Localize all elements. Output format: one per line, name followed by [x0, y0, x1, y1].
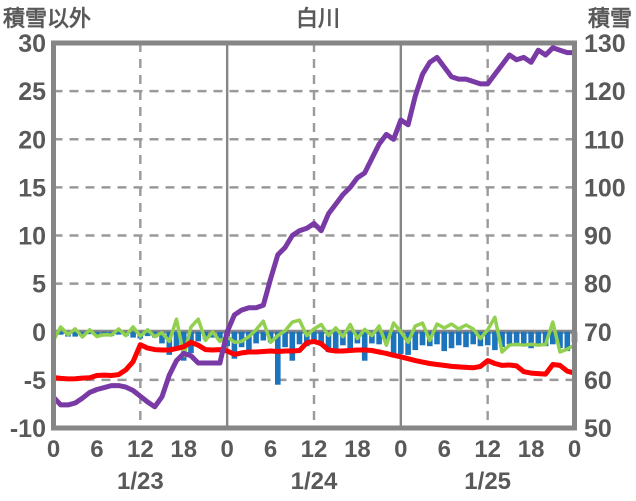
hour-tick-label: 18: [344, 436, 371, 463]
right-axis-tick-label: 70: [584, 319, 612, 347]
blue-bars-bar: [347, 331, 353, 352]
hour-tick-label: 6: [264, 436, 277, 463]
blue-bars-bar: [441, 331, 447, 352]
blue-bars-bar: [253, 331, 259, 344]
blue-bars-bar: [513, 331, 520, 347]
chart-title: 白川: [295, 6, 341, 31]
blue-bars-bar: [144, 331, 151, 337]
blue-bars-bar: [72, 331, 78, 337]
blue-bars-bar: [557, 331, 563, 349]
blue-bars-bar: [448, 331, 455, 349]
hour-tick-label: 18: [518, 436, 545, 463]
blue-bars-bar: [217, 331, 223, 339]
hour-tick-label: 6: [90, 436, 103, 463]
date-label: 1/25: [464, 468, 511, 495]
blue-bars-bar: [419, 331, 426, 346]
hour-tick-label: 12: [127, 436, 154, 463]
blue-bars-bar: [398, 331, 404, 354]
blue-bars-bar: [383, 331, 390, 343]
right-axis-tick-label: 90: [584, 223, 612, 251]
blue-bars-bar: [304, 331, 310, 347]
right-axis-tick-label: 100: [584, 174, 626, 202]
blue-bars-bar: [282, 331, 288, 348]
blue-bars-bar: [506, 331, 513, 345]
blue-bars-bar: [340, 331, 346, 346]
hour-tick-label: 0: [394, 436, 407, 463]
red-line: [51, 338, 577, 382]
blue-bars-bar: [318, 331, 324, 345]
left-axis-tick-label: 15: [18, 174, 46, 202]
date-label: 1/24: [291, 468, 338, 495]
blue-bars-bar: [470, 331, 476, 345]
blue-bars-bar: [130, 331, 136, 338]
hour-tick-label: 0: [220, 436, 233, 463]
blue-bars-bar: [246, 331, 252, 352]
purple-line: [51, 45, 577, 410]
right-axis-title: 積雪: [587, 6, 632, 31]
right-axis-tick-label: 60: [584, 367, 612, 395]
right-axis-tick-label: 110: [584, 126, 624, 154]
blue-bars-bar: [492, 331, 498, 351]
blue-bars-bar: [550, 331, 556, 345]
blue-bars-bar: [434, 331, 440, 345]
hour-tick-label: 0: [47, 436, 60, 463]
blue-bars-bar: [369, 331, 375, 344]
hour-tick-label: 18: [170, 436, 197, 463]
blue-bars-bar: [390, 331, 397, 354]
blue-bars-bar: [412, 331, 419, 351]
hour-tick-label: 0: [568, 436, 581, 463]
blue-bars-bar: [376, 331, 382, 345]
blue-bars-bar: [289, 331, 296, 361]
left-axis-tick-label: 10: [18, 223, 46, 251]
blue-bars-bar: [296, 331, 303, 345]
blue-bars-bar: [528, 331, 534, 349]
hour-tick-label: 12: [474, 436, 501, 463]
left-axis-tick-label: -5: [24, 367, 46, 395]
blue-bars-bar: [166, 331, 173, 355]
hour-tick-label: 12: [301, 436, 328, 463]
blue-bars-bar: [325, 331, 332, 352]
blue-bars-bar: [86, 331, 93, 335]
left-axis-tick-label: -10: [10, 415, 46, 443]
blue-bars-bar: [361, 331, 368, 361]
blue-bars-bar: [535, 331, 542, 346]
blue-bars-bar: [57, 331, 64, 335]
blue-bars-bar: [94, 331, 100, 337]
blue-bars-bar: [173, 331, 180, 348]
right-axis-tick-label: 120: [584, 78, 626, 106]
blue-bars-bar: [484, 331, 491, 346]
left-axis-tick-label: 30: [18, 30, 46, 58]
blue-bars-bar: [499, 331, 505, 348]
left-axis-title: 積雪以外: [3, 6, 92, 31]
hour-tick-label: 6: [438, 436, 451, 463]
left-axis-tick-label: 20: [18, 126, 46, 154]
blue-bars-bar: [159, 331, 165, 344]
blue-bars-bar: [275, 331, 281, 385]
blue-bars-bar: [521, 331, 527, 346]
plot-border: [51, 40, 577, 431]
blue-bars-bar: [115, 331, 122, 335]
blue-bars-bar: [195, 331, 201, 342]
left-axis-tick-label: 25: [18, 78, 46, 106]
right-axis-tick-label: 130: [584, 30, 626, 58]
date-label: 1/23: [117, 468, 164, 495]
left-axis-tick-label: 5: [32, 271, 46, 299]
left-axis-tick-label: 0: [32, 319, 46, 347]
blue-bars-bar: [231, 331, 238, 359]
blue-bars-bar: [463, 331, 469, 348]
blue-bars-bar: [332, 331, 339, 352]
right-axis-tick-label: 50: [584, 415, 612, 443]
blue-bars-bar: [311, 331, 317, 342]
blue-bars-bar: [455, 331, 462, 346]
blue-bars-bar: [260, 331, 267, 341]
blue-bars-bar: [79, 331, 86, 336]
right-axis-tick-label: 80: [584, 271, 612, 299]
green-line: [51, 315, 577, 358]
blue-bars-bar: [564, 331, 571, 352]
